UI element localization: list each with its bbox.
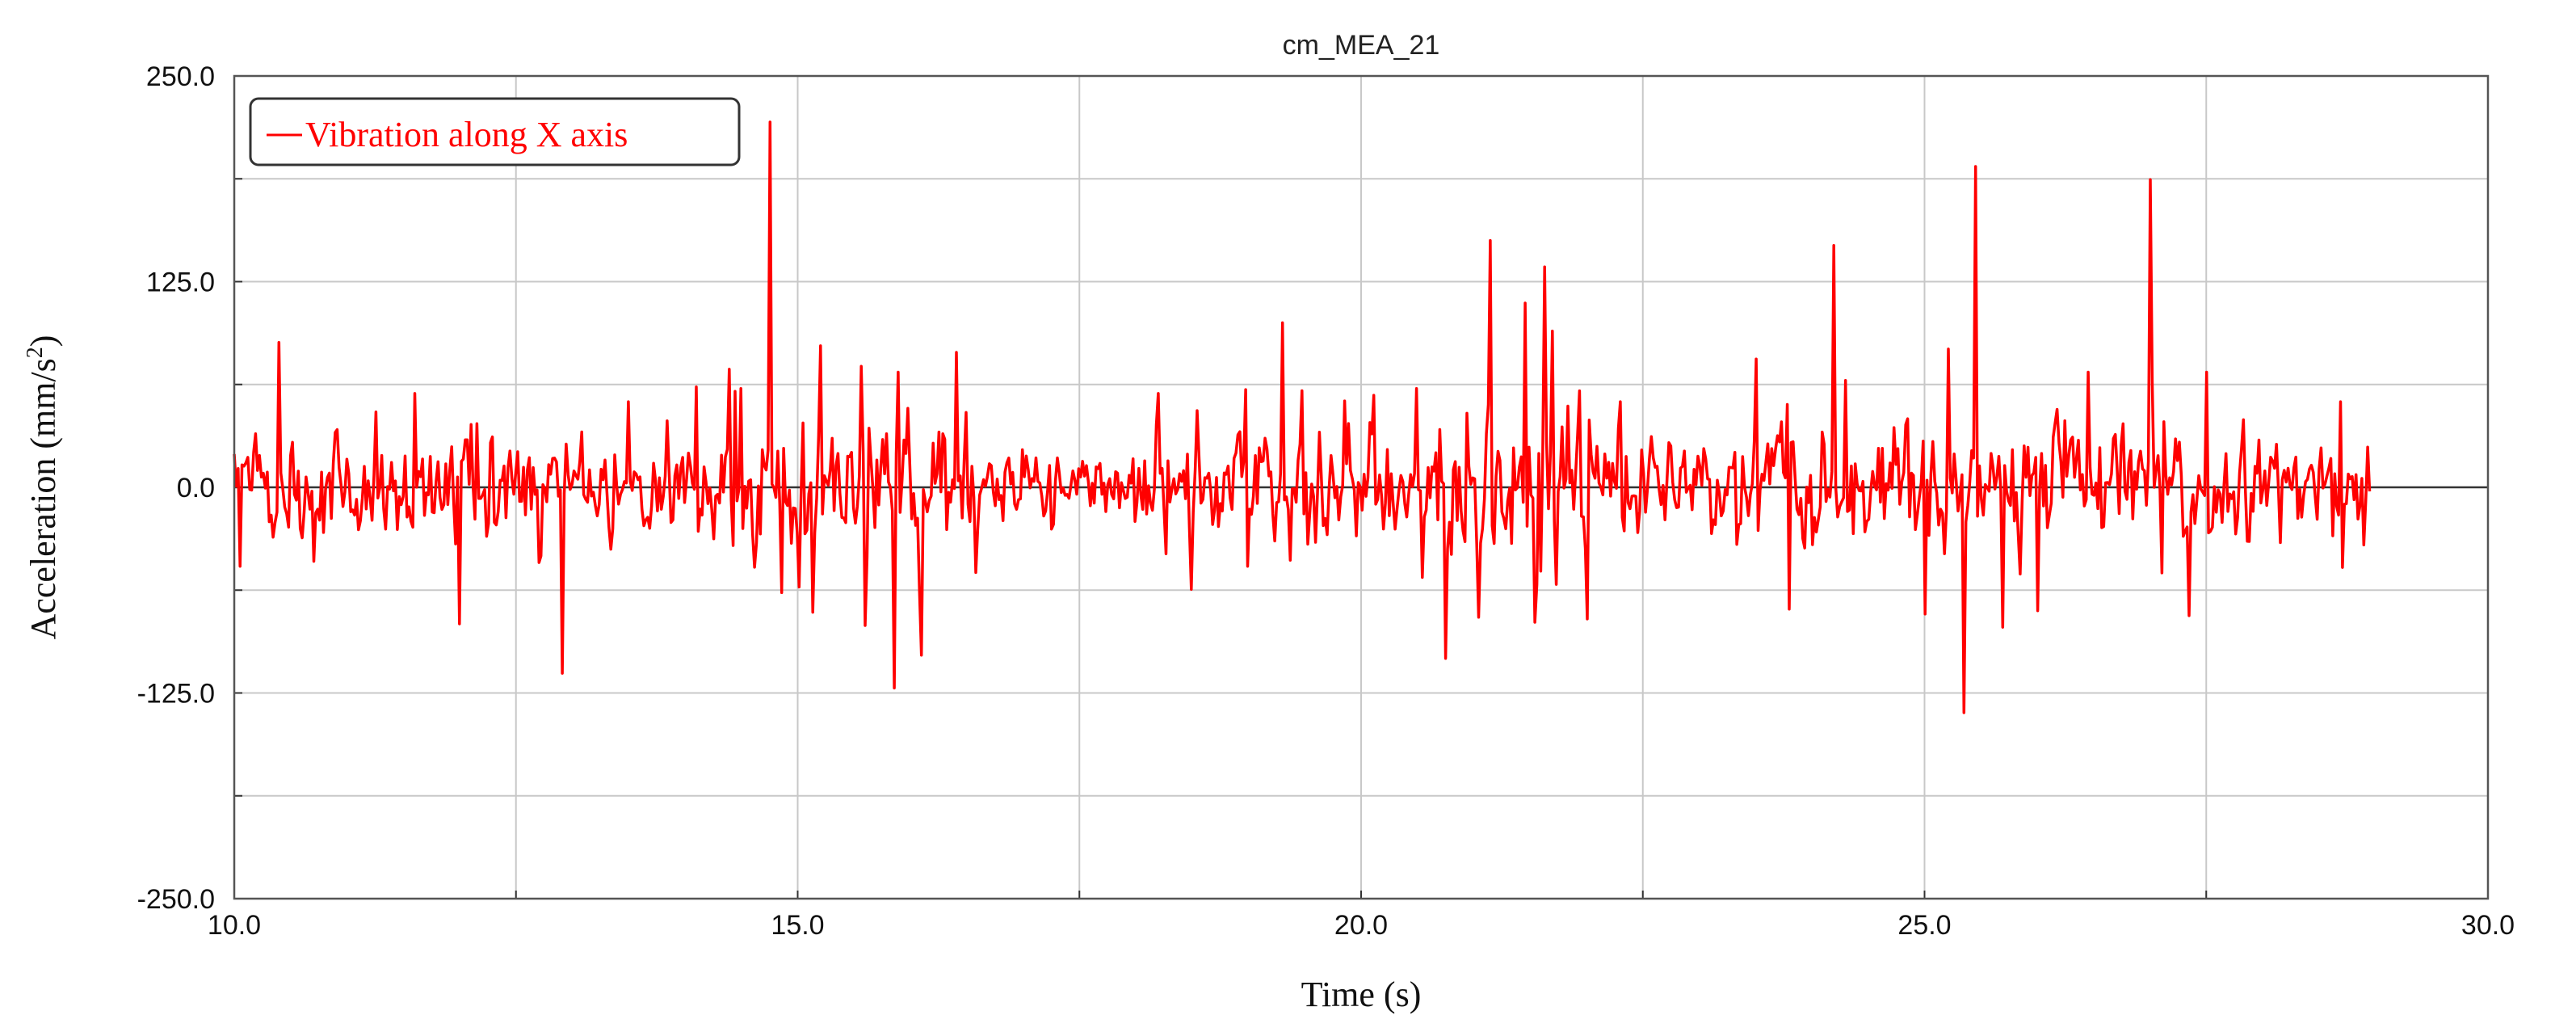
y-axis-title-main: Acceleration (mm/s: [23, 358, 63, 639]
x-tick-label: 25.0: [1897, 910, 1951, 941]
y-tick-label: 0.0: [177, 473, 215, 503]
y-tick-labels: 250.0 125.0 0.0 -125.0 -250.0: [137, 61, 215, 915]
y-tick-label: -250.0: [137, 884, 215, 915]
series-line-vibration-x: [233, 120, 2372, 714]
plot-series: [233, 120, 2372, 714]
plot-area-frame: [233, 74, 2490, 900]
y-axis-title-close: ): [23, 335, 63, 348]
legend-item-label: Vibration along X axis: [305, 115, 628, 154]
x-tick-label: 15.0: [771, 910, 824, 941]
x-tick-label: 20.0: [1334, 910, 1388, 941]
y-axis-title: Acceleration (mm/s2): [23, 335, 63, 640]
y-axis-title-superscript: 2: [23, 347, 48, 358]
y-tick-label: 250.0: [146, 61, 215, 92]
y-tick-label: 125.0: [146, 267, 215, 298]
x-tick-labels: 10.0 15.0 20.0 25.0 30.0: [208, 910, 2515, 941]
x-axis-title: Time (s): [1301, 975, 1422, 1014]
x-tick-label: 10.0: [208, 910, 261, 941]
legend: Vibration along X axis: [249, 97, 741, 166]
chart-title: cm_MEA_21: [1283, 30, 1440, 61]
x-tick-label: 30.0: [2461, 910, 2515, 941]
y-tick-label: -125.0: [137, 679, 215, 710]
legend-box: [249, 97, 741, 166]
